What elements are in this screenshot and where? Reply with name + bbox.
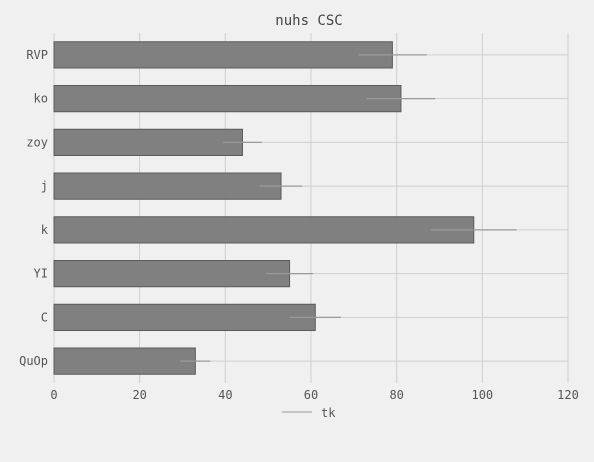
category-labels: RVP ko zoy j k YI C QuOp <box>19 48 49 368</box>
category-label-j: j <box>41 179 48 193</box>
category-label-zoy: zoy <box>26 135 48 149</box>
category-label-QuOp: QuOp <box>19 354 48 368</box>
category-label-RVP: RVP <box>26 48 48 62</box>
category-label-YI: YI <box>34 267 48 281</box>
legend: tk <box>282 406 336 420</box>
category-label-C: C <box>41 310 48 324</box>
bar-zoy <box>53 128 243 156</box>
bars <box>53 41 475 375</box>
x-tick-label-3: 60 <box>304 388 318 402</box>
bar-k <box>53 216 475 244</box>
bar-ko <box>53 85 402 113</box>
bar-QuOp <box>53 347 196 375</box>
category-label-ko: ko <box>34 92 48 106</box>
x-tick-label-2: 40 <box>218 388 232 402</box>
x-tick-label-5: 100 <box>471 388 493 402</box>
x-tick-label-0: 0 <box>50 388 57 402</box>
bar-YI <box>53 260 291 288</box>
chart-title: nuhs CSC <box>275 13 342 29</box>
x-tick-label-4: 80 <box>389 388 403 402</box>
category-label-k: k <box>41 223 49 237</box>
bar-RVP <box>53 41 393 69</box>
legend-label: tk <box>321 406 336 420</box>
bar-C <box>53 303 316 331</box>
x-tick-labels: 0 20 40 60 80 100 120 <box>50 388 578 402</box>
x-tick-label-1: 20 <box>132 388 146 402</box>
bar-j <box>53 172 282 200</box>
x-tick-label-6: 120 <box>557 388 579 402</box>
error-bars <box>180 54 517 362</box>
